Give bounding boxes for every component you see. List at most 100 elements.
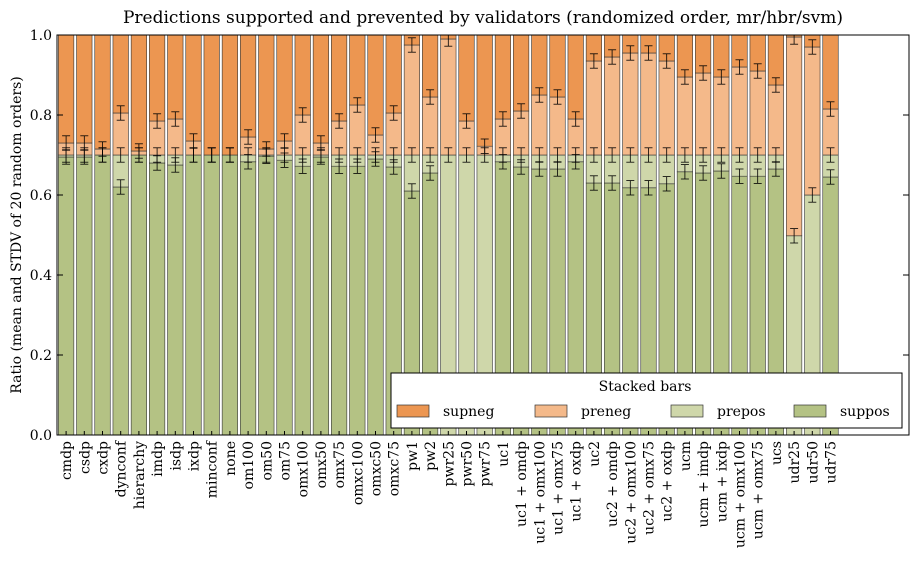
legend-label-prepos: prepos [717,404,766,420]
chart-title: Predictions supported and prevented by v… [123,8,843,28]
bar-supneg [58,34,75,144]
bar-supneg [203,34,220,156]
plot-area-frame [56,34,910,436]
bar-supneg [258,34,275,150]
x-axis: cmdp csdp cxdp dynconf hierarchy imdp isdp ixdp… [59,431,840,548]
bar-preneg [549,96,566,156]
x-tick-label: om75 [278,441,294,481]
bar-suppos [367,158,384,436]
bar-supneg [367,34,384,136]
bar-suppos [149,162,166,436]
bar-preneg [658,60,675,156]
bar-preneg [786,36,803,237]
x-tick-label: uc1 + omdp [514,441,530,527]
legend-swatch-preneg [534,404,568,418]
bar-suppos [76,156,93,436]
bar-suppos [58,156,75,436]
bar-suppos [240,161,257,436]
bar-preneg [604,56,621,156]
y-tick-label: 0.2 [30,348,52,364]
bar-preneg [640,52,657,156]
bar-supneg [185,34,202,142]
bar-supneg [476,34,493,147]
bar-suppos [276,159,293,436]
bar-preneg [422,96,439,156]
x-tick-label: ucm + omx100 [733,441,749,548]
bar-suppos [312,156,329,436]
bar-supneg [331,34,348,122]
bar-supneg [240,34,257,138]
x-tick-label: omx50 [314,441,330,488]
bar-suppos [349,165,366,436]
x-tick-label: cxdp [96,441,112,475]
x-tick-label: dynconf [114,439,130,497]
bar-preneg [440,38,457,156]
bar-supneg [531,34,548,96]
x-tick-label: om100 [241,441,257,489]
x-tick-label: udr25 [787,441,803,484]
y-axis-label: Ratio (mean and STDV of 20 random orders… [9,76,25,393]
x-tick-label: uc2 + omx75 [642,441,658,535]
bar-supneg [149,34,166,122]
bar-suppos [130,154,147,436]
bar-supneg [822,34,839,110]
bar-supneg [294,34,311,116]
x-tick-label: pw2 [423,441,439,471]
x-tick-label: uc2 + oxdp [660,441,676,522]
y-tick-label: 1.0 [30,28,52,44]
x-tick-label: isdp [168,441,184,471]
x-tick-label: pwr75 [478,441,494,486]
legend: Stacked bars supneg preneg prepos suppos [390,372,903,429]
x-tick-label: ucm + omx75 [751,441,767,539]
x-tick-label: omx75 [332,441,348,488]
x-tick-label: hierarchy [132,441,148,509]
legend-label-supneg: supneg [443,404,494,420]
x-tick-label: ixdp [187,441,203,471]
bar-suppos [167,164,184,436]
bar-preneg [403,44,420,156]
x-tick-label: uc1 + omx75 [551,441,567,535]
x-tick-label: ucm + imdp [696,441,712,527]
y-axis: 0.0 0.2 0.4 0.6 0.8 1.0 [30,28,909,444]
x-tick-label: udr75 [824,441,840,484]
bar-preneg [713,76,730,156]
bar-supneg [494,34,511,120]
bar-supneg [567,34,584,120]
x-tick-label: uc1 + omx100 [532,441,548,544]
bar-supneg [167,34,184,120]
bar-supneg [458,34,475,122]
legend-label-preneg: preneg [581,404,631,420]
y-tick-label: 0.0 [30,428,52,444]
bar-supneg [76,34,93,144]
bar-suppos [258,155,275,436]
bar-supneg [513,34,530,112]
x-tick-label: ucm + ixdp [714,441,730,522]
bar-suppos [294,165,311,436]
x-tick-label: minconf [205,439,221,498]
x-tick-label: ucs [769,441,785,465]
bar-preneg [676,76,693,156]
legend-swatch-supneg [396,404,430,418]
bar-supneg [549,34,566,98]
y-tick-label: 0.6 [30,188,52,204]
bar-supneg [112,34,129,114]
bar-preneg [585,60,602,156]
y-tick-label: 0.4 [30,268,52,284]
x-tick-label: omx100 [296,441,312,497]
bar-preneg [622,52,639,156]
bar-preneg [531,94,548,156]
x-tick-label: none [223,441,239,476]
x-tick-label: omxc100 [350,441,366,505]
bar-preneg [749,70,766,156]
legend-label-suppos: suppos [840,404,890,420]
legend-swatch-prepos [670,404,704,418]
bar-suppos [203,154,220,436]
y-tick-label: 0.8 [30,108,52,124]
bar-preneg [731,66,748,156]
x-tick-label: cmdp [59,441,75,480]
bar-suppos [331,165,348,436]
bar-supneg [94,34,111,150]
x-tick-label: udr50 [805,441,821,484]
legend-swatch-suppos [793,404,827,418]
